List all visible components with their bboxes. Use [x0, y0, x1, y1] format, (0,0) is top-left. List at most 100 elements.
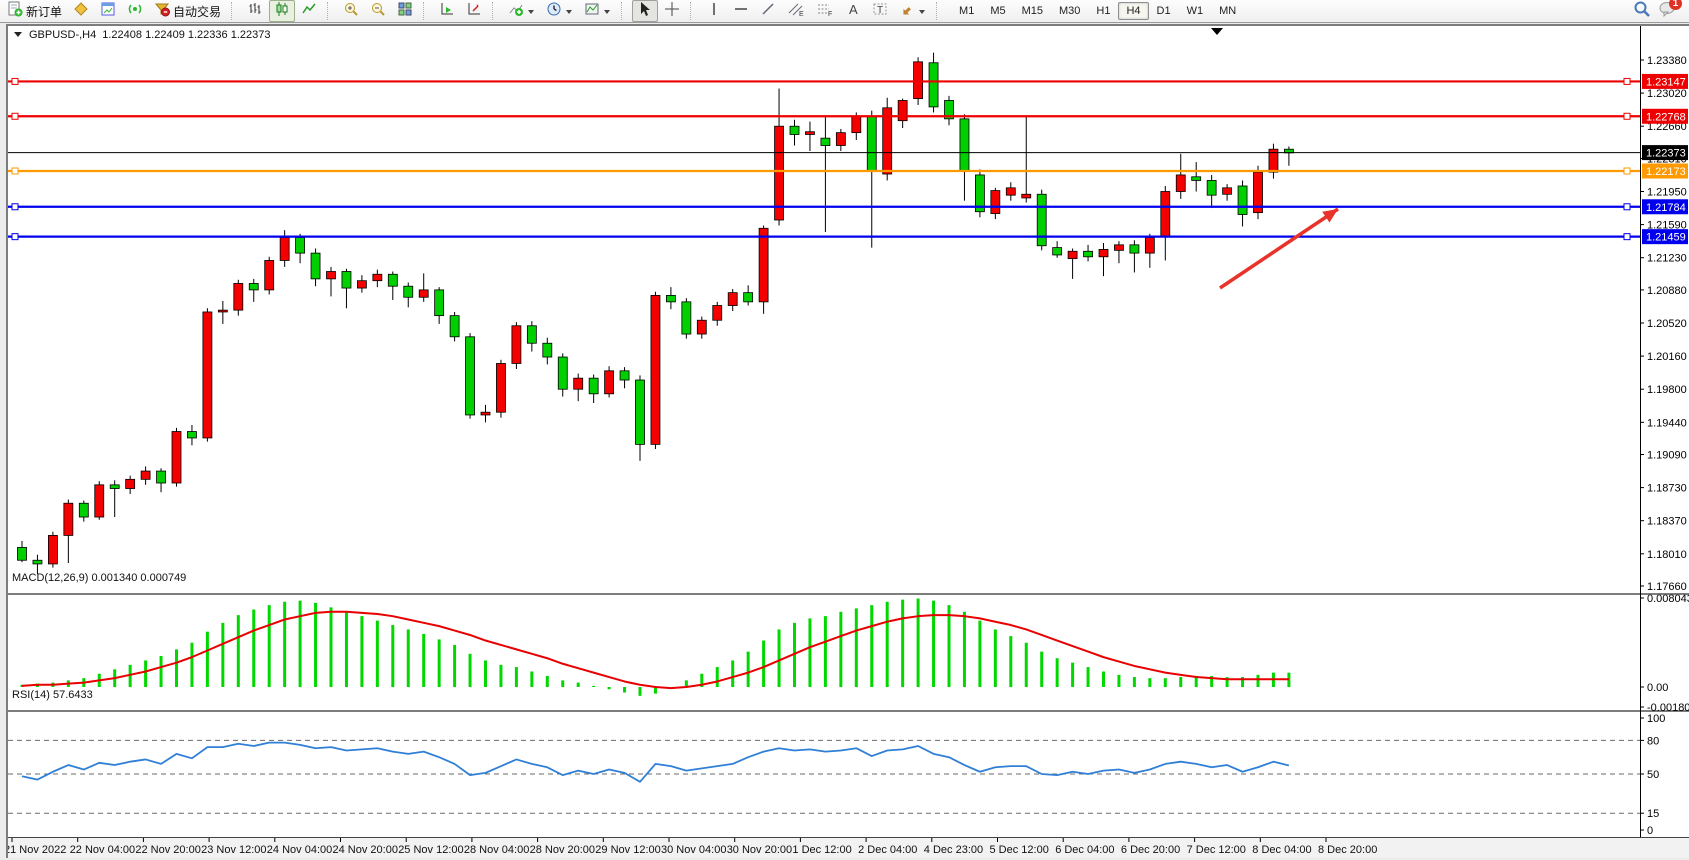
periods-button[interactable]: [541, 0, 578, 22]
candle-bull: [851, 115, 862, 134]
candle-bear: [743, 292, 754, 303]
macd-name: MACD(12,26,9): [12, 572, 89, 584]
candlestick-chart-button[interactable]: [269, 0, 296, 22]
auto-trading-button[interactable]: 自动交易: [149, 0, 226, 22]
candle-bull: [202, 311, 213, 439]
trendline-icon: [760, 1, 776, 22]
timeframe-button-M15[interactable]: M15: [1021, 5, 1043, 17]
pivot-line-handle[interactable]: [11, 167, 19, 175]
support-line-2-handle[interactable]: [11, 233, 19, 241]
crosshair-tool-button[interactable]: [659, 0, 685, 22]
candle-bull: [913, 61, 923, 100]
candle-bear: [635, 379, 645, 445]
timeframe-button-MN[interactable]: MN: [1219, 5, 1237, 17]
candle-bull: [696, 319, 707, 335]
candle-bull: [94, 484, 105, 518]
candle-bull: [573, 377, 584, 390]
candle-bull: [805, 131, 815, 135]
candle-bull: [1268, 148, 1279, 173]
bar-chart-button[interactable]: [242, 0, 268, 22]
resistance-line-2-price-badge-label: 1.22768: [1646, 111, 1686, 123]
timeframe-button-H4[interactable]: H4: [1118, 2, 1149, 20]
candle-bear: [1052, 247, 1063, 256]
candle-bull: [511, 325, 522, 364]
current-price-badge: [1642, 145, 1688, 161]
tile-windows-button[interactable]: [392, 0, 418, 22]
search-icon[interactable]: [1633, 0, 1651, 23]
resistance-line-1-handle[interactable]: [1623, 77, 1631, 85]
candle-bear: [156, 470, 166, 484]
price-tick-label: 1.20160: [1647, 351, 1687, 363]
new-chart-button[interactable]: [95, 0, 121, 22]
symbol-dropdown-icon[interactable]: [14, 29, 23, 41]
candle-bear: [959, 118, 970, 172]
fibonacci-tool-button[interactable]: F: [811, 0, 839, 22]
candle-bear: [820, 137, 831, 146]
crosshair-icon: [664, 1, 680, 22]
text-tool-button[interactable]: A: [840, 0, 866, 22]
candle-bear: [1036, 193, 1047, 247]
timeframe-button-M1[interactable]: M1: [959, 5, 975, 17]
rsi-tick-label: 80: [1647, 735, 1659, 747]
timeframe-button-M30[interactable]: M30: [1059, 5, 1081, 17]
new-order-icon: [7, 1, 23, 22]
pane-separator: [8, 710, 1689, 712]
support-line-1-handle[interactable]: [1623, 203, 1631, 211]
cursor-tool-button[interactable]: [632, 0, 659, 22]
candle-bear: [557, 356, 568, 390]
timeframe-button-M5[interactable]: M5: [990, 5, 1006, 17]
current-price-badge-label: 1.22373: [1646, 148, 1686, 160]
pane-bottom-border: [8, 837, 1689, 838]
signals-button[interactable]: [122, 0, 148, 22]
zoom-out-button[interactable]: [365, 0, 391, 22]
shapes-tool-button[interactable]: [894, 0, 931, 22]
notifications-button[interactable]: 1: [1659, 0, 1682, 22]
trendline-tool-button[interactable]: [755, 0, 781, 22]
candle-bull: [1144, 237, 1155, 254]
new-chart-icon: [100, 1, 116, 22]
resistance-line-1-handle[interactable]: [11, 77, 19, 85]
vertical-line-tool-button[interactable]: [701, 0, 727, 22]
metaeditor-button[interactable]: [68, 0, 94, 22]
candle-bull: [171, 431, 182, 484]
trend-arrow-head[interactable]: [1322, 209, 1338, 223]
macd-signal-line: [21, 610, 1289, 690]
templates-icon: [584, 1, 600, 22]
support-line-2-handle[interactable]: [1623, 233, 1631, 241]
equidistant-channel-tool-button[interactable]: E: [782, 0, 810, 22]
rsi-tick-label: 15: [1647, 808, 1659, 820]
text-label-tool-button[interactable]: T: [867, 0, 893, 22]
ohlc-readout: 1.22408 1.22409 1.22336 1.22373: [102, 29, 271, 41]
toolbar-separator: [621, 2, 628, 20]
timeframe-button-D1[interactable]: D1: [1156, 5, 1171, 17]
time-label: 30 Nov 20:00: [727, 844, 792, 856]
new-order-button[interactable]: 新订单: [2, 0, 67, 22]
text-label-icon: T: [872, 1, 888, 22]
chart-shift-marker[interactable]: [1211, 28, 1223, 35]
zoom-in-button[interactable]: [338, 0, 364, 22]
time-label: 8 Dec 04:00: [1252, 844, 1311, 856]
support-line-1-handle[interactable]: [11, 203, 19, 211]
resistance-line-2-handle[interactable]: [1623, 112, 1631, 120]
templates-button[interactable]: [579, 0, 616, 22]
rsi-tick-label: 0: [1647, 825, 1653, 837]
pivot-line-handle[interactable]: [1623, 167, 1631, 175]
timeframe-button-H1[interactable]: H1: [1096, 5, 1111, 17]
chart-shift-button[interactable]: [461, 0, 487, 22]
shapes-icon: [899, 1, 915, 22]
trend-arrow-line[interactable]: [1219, 207, 1339, 290]
line-chart-button[interactable]: [296, 0, 322, 22]
horizontal-line-icon: [733, 1, 749, 22]
indicators-button[interactable]: [503, 0, 540, 22]
vertical-line-icon: [706, 1, 722, 22]
price-chart[interactable]: 1.233801.230201.226601.223101.219501.215…: [8, 26, 1689, 858]
rsi-tick-label: 50: [1647, 769, 1659, 781]
chevron-down-icon: [919, 2, 926, 20]
timeframe-button-W1[interactable]: W1: [1186, 5, 1204, 17]
auto-scroll-button[interactable]: [434, 0, 460, 22]
resistance-line-2-handle[interactable]: [11, 112, 19, 120]
candle-bear: [310, 252, 321, 280]
candle-bear: [1129, 244, 1140, 254]
horizontal-line-tool-button[interactable]: [728, 0, 754, 22]
time-axis-strip: [8, 838, 1689, 858]
